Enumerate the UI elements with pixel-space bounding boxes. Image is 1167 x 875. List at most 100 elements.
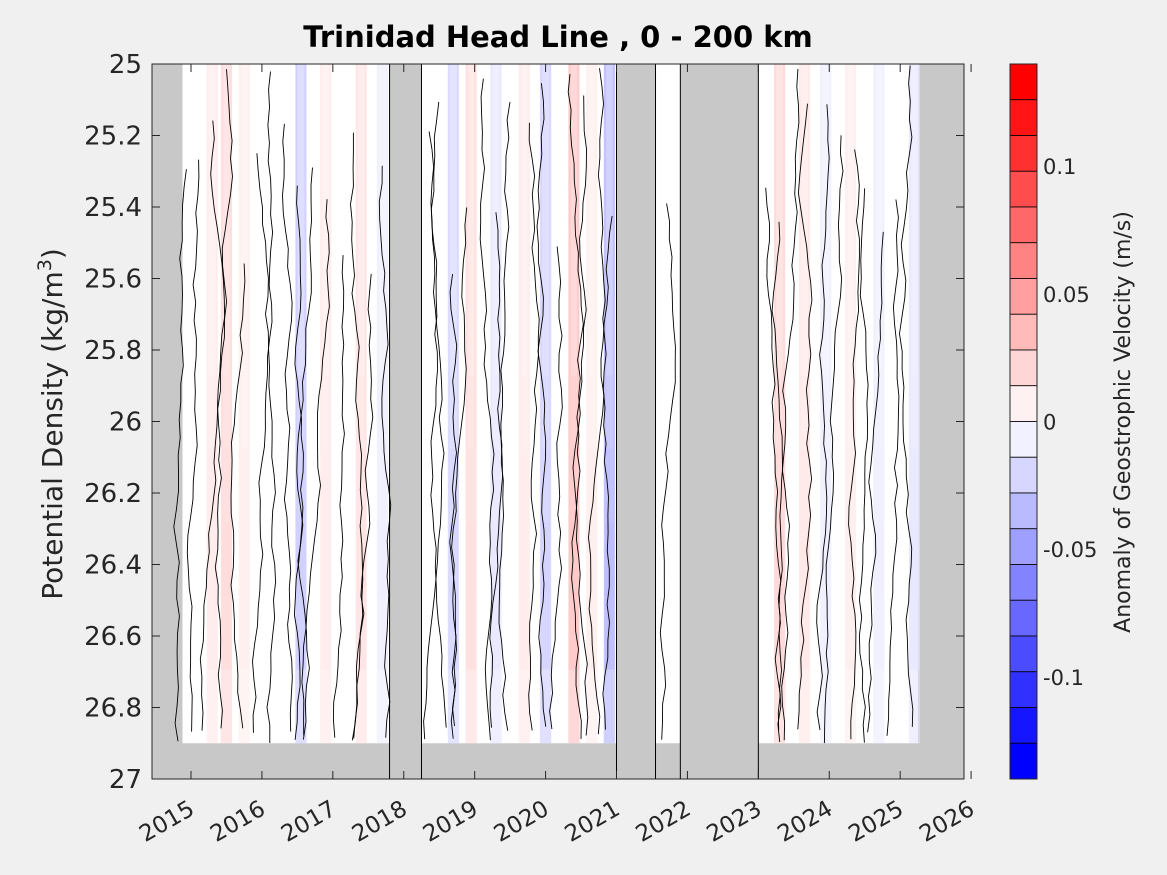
y-tick-label: 26.4 [84, 551, 142, 581]
contour-line [479, 78, 495, 741]
anomaly-band [320, 64, 332, 744]
anomaly-band [220, 64, 233, 744]
contour-line [765, 187, 782, 742]
y-tick-label: 25.6 [84, 265, 142, 295]
anomaly-cell [606, 64, 613, 376]
contour-line [536, 83, 547, 727]
colorbar-segment [1009, 278, 1038, 315]
colorbar-tick-label: 0 [1043, 411, 1056, 435]
colorbar-frame [1009, 63, 1038, 780]
y-tick-label: 25.8 [84, 336, 142, 366]
x-tick-label: 2021 [561, 796, 625, 848]
contour-line [186, 159, 200, 732]
contour-lines [173, 65, 914, 744]
contour-line [252, 71, 274, 733]
contour-line [797, 103, 813, 730]
y-tick-label: 26 [109, 408, 142, 438]
contour-line [886, 199, 900, 736]
anomaly-cell [358, 64, 365, 376]
contour-line [296, 167, 313, 740]
anomaly-cell [297, 64, 304, 376]
plot-area [152, 64, 964, 779]
y-tick-label: 25 [109, 50, 142, 80]
contour-line [293, 185, 304, 740]
anomaly-cell [911, 64, 918, 376]
colorbar-segment [1009, 492, 1038, 530]
anomaly-cell [468, 64, 475, 376]
anomaly-cell [521, 64, 528, 376]
anomaly-band [355, 64, 367, 744]
contour-line [771, 221, 790, 741]
anomaly-cell [847, 64, 854, 376]
colorbar-segment [1009, 242, 1038, 279]
y-tick-label: 26.8 [84, 694, 142, 724]
anomaly-cell [875, 64, 882, 376]
chart-title: Trinidad Head Line , 0 - 200 km [303, 20, 812, 54]
contour-line [816, 104, 830, 731]
contour-line [301, 199, 330, 736]
contour-line [549, 246, 563, 730]
colorbar-tick-label: -0.05 [1043, 538, 1097, 562]
anomaly-band [518, 64, 530, 744]
anomaly-band [603, 64, 616, 744]
contour-line [256, 153, 277, 743]
x-tick-label: 2026 [915, 796, 979, 848]
colorbar-segment [1009, 313, 1038, 351]
colorbar-segment [1009, 99, 1038, 136]
anomaly-cell [322, 64, 329, 376]
colorbar-segment [1009, 206, 1038, 244]
x-tick-label: 2019 [419, 796, 483, 848]
contour-line [173, 169, 187, 742]
y-tick-label: 27 [109, 765, 142, 795]
contour-line [528, 122, 540, 731]
contour-line [823, 135, 844, 744]
contour-line [774, 68, 800, 731]
anomaly-cell [492, 64, 500, 376]
contour-line [659, 203, 676, 740]
contour-line [489, 102, 511, 728]
anomaly-band [586, 64, 598, 744]
colorbar-segment [1009, 707, 1038, 744]
data-gap [679, 64, 759, 779]
anomaly-cell [241, 64, 248, 376]
x-tick-label: 2025 [844, 796, 908, 848]
anomaly-band [844, 64, 857, 744]
contour-line [899, 65, 914, 727]
anomaly-band [908, 64, 921, 744]
contour-line [210, 120, 226, 729]
y-tick-label: 26.2 [84, 479, 142, 509]
colorbar-segment [1009, 170, 1038, 208]
anomaly-band [798, 64, 811, 744]
colorbar-segment [1009, 635, 1038, 673]
anomaly-cell [801, 64, 808, 376]
anomaly-cell [588, 64, 595, 376]
contour-line [588, 215, 613, 735]
colorbar-segment [1009, 528, 1038, 565]
contour-line [430, 101, 447, 728]
colorbar-segment [1009, 421, 1038, 458]
anomaly-band [238, 64, 250, 744]
anomaly-band [568, 64, 580, 744]
contour-line [571, 95, 587, 740]
y-tick-label: 25.4 [84, 193, 142, 223]
contour-line [451, 207, 468, 726]
colorbar-segment [1009, 599, 1038, 637]
contour-line [848, 149, 860, 740]
colorbar-segment [1009, 564, 1038, 601]
anomaly-band [873, 64, 885, 744]
anomaly-band [820, 64, 832, 744]
data-gap [616, 64, 657, 779]
anomaly-band [465, 64, 477, 744]
anomaly-cell [379, 64, 386, 376]
contour-line [353, 273, 374, 739]
contour-line [858, 188, 869, 743]
contour-line [597, 68, 610, 730]
x-tick-label: 2022 [632, 796, 696, 848]
colorbar-tick-label: -0.1 [1043, 666, 1084, 690]
contour-line [282, 123, 293, 732]
colorbar-tick-label: 0.1 [1043, 155, 1076, 179]
y-axis-label-text: Potential Density (kg/m [36, 271, 69, 600]
colorbar-segment [1009, 349, 1038, 387]
contour-line [449, 273, 458, 739]
colorbar-segment [1009, 742, 1038, 780]
